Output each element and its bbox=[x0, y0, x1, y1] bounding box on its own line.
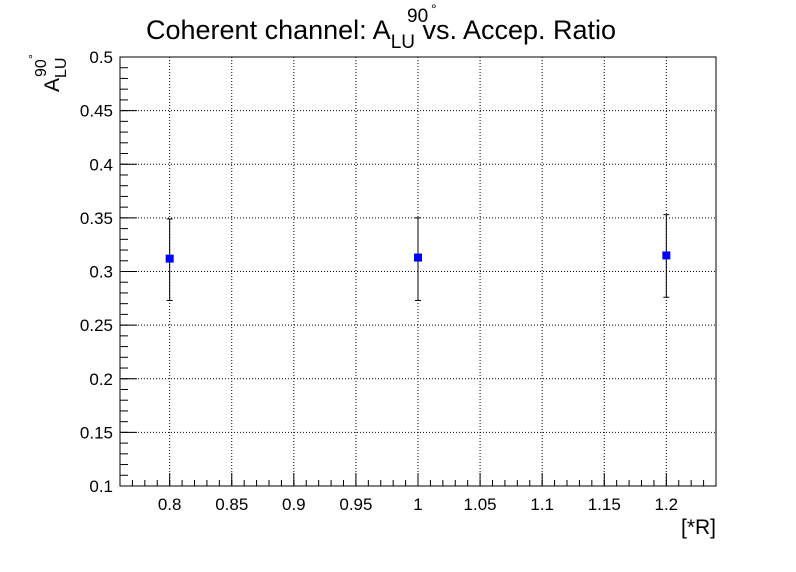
y-tick-label: 0.5 bbox=[89, 48, 113, 67]
data-point bbox=[662, 251, 671, 260]
x-tick-label: 0.8 bbox=[158, 495, 182, 514]
y-axis-title-degree: ° bbox=[26, 54, 40, 59]
y-tick-label: 0.1 bbox=[89, 477, 113, 496]
x-axis-ticks: 0.8 0.85 0.9 0.95 1 1.05 1.1 1.15 1.2 bbox=[119, 473, 717, 514]
x-tick-label: 0.85 bbox=[215, 495, 248, 514]
x-tick-label: 1 bbox=[413, 495, 422, 514]
x-tick-label: 1.05 bbox=[464, 495, 497, 514]
y-axis-title-superscript: 90 bbox=[33, 59, 50, 77]
chart-title: Coherent channel: ALU vs. Accep. Ratio bbox=[146, 15, 616, 53]
chart-title-superscript: 90 bbox=[407, 6, 428, 27]
chart-title-subscript: LU bbox=[391, 32, 415, 53]
y-axis-ticks: 0.1 0.15 0.2 0.25 0.3 0.35 0.4 0.45 0.5 bbox=[80, 48, 137, 496]
data-points bbox=[165, 214, 671, 301]
y-tick-label: 0.15 bbox=[80, 423, 113, 442]
x-tick-label: 1.1 bbox=[530, 495, 554, 514]
y-axis-title-base: A bbox=[41, 78, 64, 92]
y-tick-label: 0.25 bbox=[80, 316, 113, 335]
chart-title-degree: ° bbox=[431, 1, 437, 17]
y-tick-label: 0.35 bbox=[80, 209, 113, 228]
x-tick-label: 1.2 bbox=[655, 495, 679, 514]
x-tick-label: 0.9 bbox=[282, 495, 306, 514]
y-tick-label: 0.4 bbox=[89, 155, 113, 174]
svg-text:ALU: ALU bbox=[41, 58, 70, 92]
chart-title-prefix: Coherent channel: A bbox=[146, 15, 391, 45]
y-tick-label: 0.3 bbox=[89, 263, 113, 282]
data-point bbox=[165, 254, 174, 263]
y-tick-label: 0.2 bbox=[89, 370, 113, 389]
x-tick-label: 0.95 bbox=[339, 495, 372, 514]
data-point bbox=[414, 253, 422, 262]
x-tick-label: 1.15 bbox=[588, 495, 621, 514]
y-tick-label: 0.45 bbox=[80, 102, 113, 121]
chart-title-suffix: vs. Accep. Ratio bbox=[415, 15, 616, 45]
y-axis-title-subscript: LU bbox=[53, 58, 70, 78]
x-axis-title: [*R] bbox=[681, 516, 716, 539]
y-axis-title: ALU 90 ° bbox=[26, 54, 70, 92]
